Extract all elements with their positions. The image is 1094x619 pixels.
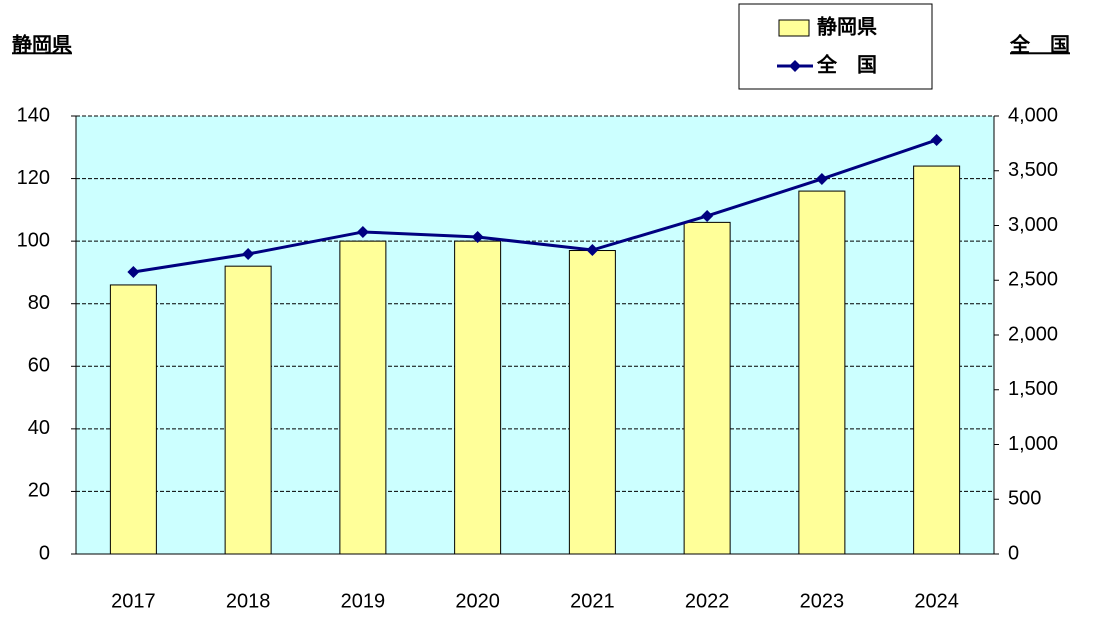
bar xyxy=(683,221,731,555)
x-tick-label: 2022 xyxy=(685,590,730,612)
y2-tick-label: 500 xyxy=(1008,488,1041,510)
bar xyxy=(109,284,157,555)
marker xyxy=(701,209,714,222)
plot-area xyxy=(76,116,994,554)
x-tick-label: 2020 xyxy=(455,590,500,612)
marker xyxy=(356,225,369,238)
y2-tick-label: 2,500 xyxy=(1008,269,1058,291)
y-tick-label: 140 xyxy=(17,104,50,126)
legend-box xyxy=(738,3,933,90)
line xyxy=(133,138,938,274)
y2-tick-label: 4,000 xyxy=(1008,104,1058,126)
y2-axis-title: 全 国 xyxy=(1009,32,1070,56)
y2-tick-label: 3,500 xyxy=(1008,159,1058,181)
marker xyxy=(127,266,140,279)
y-tick-label: 60 xyxy=(28,355,50,377)
bar xyxy=(913,165,961,555)
marker xyxy=(471,230,484,243)
y2-tick-label: 2,000 xyxy=(1008,323,1058,345)
y-tick-label: 120 xyxy=(17,167,50,189)
marker xyxy=(815,172,828,185)
y-tick-label: 20 xyxy=(28,480,50,502)
y-tick-label: 80 xyxy=(28,292,50,314)
x-tick-label: 2018 xyxy=(226,590,271,612)
x-tick-label: 2021 xyxy=(570,590,615,612)
x-tick-label: 2019 xyxy=(341,590,386,612)
y2-tick-label: 0 xyxy=(1008,542,1019,564)
legend-marker xyxy=(789,60,801,72)
y2-tick-label: 1,500 xyxy=(1008,378,1058,400)
y-tick-label: 100 xyxy=(17,229,50,251)
y2-tick-label: 1,000 xyxy=(1008,433,1058,455)
legend-label: 全 国 xyxy=(816,52,877,76)
bar xyxy=(568,250,616,555)
marker xyxy=(930,133,943,146)
bar xyxy=(224,265,272,555)
marker xyxy=(586,244,599,257)
bar xyxy=(339,240,387,555)
marker xyxy=(242,247,255,260)
x-tick-label: 2017 xyxy=(111,590,156,612)
x-tick-label: 2024 xyxy=(914,590,959,612)
y-tick-label: 0 xyxy=(39,542,50,564)
legend-label: 静岡県 xyxy=(817,14,877,38)
bar xyxy=(454,240,502,555)
bar xyxy=(798,190,846,555)
y-axis-title: 静岡県 xyxy=(12,32,72,56)
y2-tick-label: 3,000 xyxy=(1008,214,1058,236)
x-tick-label: 2023 xyxy=(800,590,845,612)
y-tick-label: 40 xyxy=(28,417,50,439)
legend-swatch xyxy=(778,19,810,37)
